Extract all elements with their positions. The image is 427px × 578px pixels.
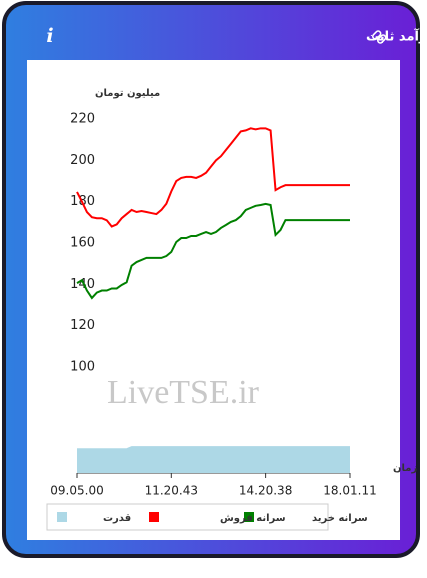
x-tick-label: 14.20.38 [239,484,292,498]
series-line [76,202,350,300]
legend-label: قدرت [103,513,131,524]
y-tick-label: 140 [70,277,95,292]
power-area [77,446,350,473]
y-tick-label: 200 [70,153,95,168]
y-tick-label: 160 [70,236,95,251]
legend-label: سرانه فروش [220,513,286,524]
watermark: LiveTSE.ir [107,374,260,411]
card-title: سرانه ی خرید و فروش حقیقی در صندوق های د… [366,28,427,45]
y-tick-label: 120 [70,318,95,333]
y-axis-label: میلیون تومان [95,88,160,99]
legend-swatch [57,512,67,522]
legend-swatch [149,512,159,522]
series-line [76,127,350,228]
link-icon[interactable] [371,30,387,44]
legend [46,503,329,531]
y-tick-label: 100 [70,359,95,374]
legend-swatch [244,512,254,522]
info-icon[interactable]: i [46,25,53,47]
x-axis-label: زمان [393,463,417,474]
x-tick-label: 18.01.11 [323,484,376,498]
y-tick-label: 220 [70,112,95,127]
x-tick-label: 11.20.43 [145,484,198,498]
legend-label: سرانه خرید [312,513,368,524]
x-tick-label: 09.05.00 [50,484,103,498]
